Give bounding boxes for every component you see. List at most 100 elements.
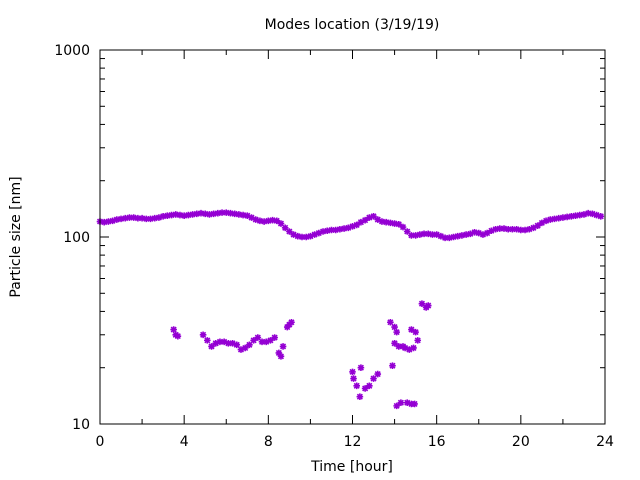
data-point — [164, 212, 171, 219]
data-point — [246, 341, 253, 349]
data-point — [441, 234, 449, 242]
data-point — [471, 228, 478, 236]
data-point — [229, 340, 236, 347]
x-tick-label: 20 — [512, 434, 530, 450]
data-point — [286, 228, 293, 235]
data-point — [277, 220, 285, 227]
data-point — [521, 226, 529, 234]
data-point — [100, 218, 108, 226]
data-point — [262, 338, 270, 346]
data-point — [225, 340, 232, 347]
chart-title: Modes location (3/19/19) — [265, 17, 440, 33]
data-point — [302, 233, 310, 241]
x-tick-label: 0 — [96, 434, 105, 450]
data-point — [509, 225, 516, 233]
data-point — [418, 300, 426, 307]
data-point — [496, 225, 504, 232]
data-point — [395, 343, 403, 350]
data-point — [403, 399, 411, 406]
data-point — [147, 215, 154, 223]
data-point — [208, 343, 215, 350]
data-point — [483, 229, 491, 237]
data-point — [399, 223, 407, 231]
data-point — [248, 214, 255, 221]
data-point — [411, 400, 418, 408]
data-point — [212, 340, 220, 347]
data-point — [258, 338, 266, 346]
data-point — [204, 337, 211, 344]
tick-labels: 0 4 8 12 16 20 24 10 100 1000 — [54, 43, 614, 450]
data-point — [319, 228, 327, 235]
data-point — [328, 226, 335, 234]
data-point — [155, 214, 163, 221]
data-point — [513, 225, 520, 233]
data-point — [475, 229, 483, 237]
data-point — [433, 231, 440, 238]
data-markers — [96, 209, 605, 410]
data-point — [391, 220, 398, 227]
y-tick-label: 100 — [63, 230, 90, 246]
x-axis-label: Time [hour] — [310, 459, 393, 475]
data-point — [488, 227, 495, 235]
data-point — [214, 209, 222, 217]
data-point — [401, 344, 409, 352]
data-point — [189, 211, 196, 218]
data-point — [517, 226, 525, 234]
data-point — [168, 211, 175, 219]
data-point — [197, 209, 205, 217]
data-point — [568, 213, 575, 220]
data-point — [542, 217, 550, 225]
data-point — [174, 332, 182, 340]
data-point — [406, 346, 413, 353]
data-point — [277, 353, 285, 360]
data-point — [389, 362, 396, 370]
plot-frame — [99, 49, 606, 425]
data-point — [260, 218, 268, 225]
data-point — [576, 211, 584, 219]
data-point — [172, 211, 180, 218]
data-point — [353, 221, 361, 229]
data-point — [105, 218, 112, 225]
data-point — [290, 231, 297, 238]
data-point — [349, 223, 356, 230]
data-point — [597, 213, 605, 220]
data-point — [525, 225, 533, 233]
data-point — [159, 213, 167, 220]
data-point — [121, 214, 129, 222]
x-tick-label: 8 — [264, 434, 273, 450]
data-point — [584, 209, 592, 217]
x-tick-label: 4 — [180, 434, 189, 450]
data-point — [424, 230, 432, 238]
x-tick-label: 24 — [596, 434, 614, 450]
data-point — [279, 343, 287, 350]
data-point — [231, 210, 238, 218]
data-point — [138, 214, 146, 222]
data-point — [424, 302, 432, 309]
data-point — [403, 228, 411, 235]
data-point — [374, 370, 382, 378]
data-point — [176, 211, 184, 219]
data-point — [206, 211, 213, 218]
data-point — [412, 232, 419, 239]
data-point — [275, 349, 283, 357]
data-point — [265, 217, 272, 225]
x-tick-label: 16 — [428, 434, 446, 450]
data-point — [170, 326, 177, 333]
data-point — [237, 346, 245, 353]
data-point — [340, 225, 348, 232]
data-point — [393, 328, 400, 336]
axis-ticks — [99, 49, 606, 425]
data-point — [218, 209, 226, 216]
data-point — [243, 212, 251, 219]
data-point — [416, 231, 424, 238]
data-point — [113, 216, 121, 223]
data-point — [361, 385, 369, 392]
data-point — [593, 211, 600, 219]
data-point — [252, 216, 260, 223]
data-point — [479, 231, 487, 238]
data-point — [408, 232, 415, 239]
data-point — [350, 375, 357, 382]
y-axis-label: Particle size [nm] — [8, 176, 24, 297]
data-point — [454, 232, 462, 240]
